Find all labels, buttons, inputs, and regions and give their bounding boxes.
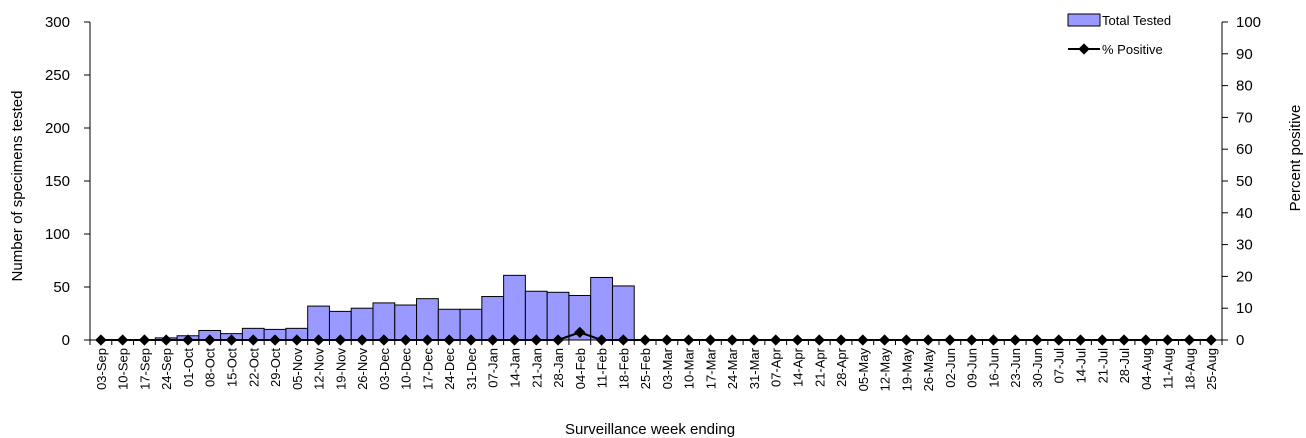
point <box>574 326 586 339</box>
x-tick-label: 07-Apr <box>769 347 784 387</box>
x-tick-label: 21-Jan <box>529 348 544 388</box>
x-tick-label: 04-Aug <box>1139 348 1154 390</box>
x-tick-label: 28-Jul <box>1117 348 1132 384</box>
x-tick-label: 03-Mar <box>660 347 675 389</box>
x-tick-label: 19-May <box>899 348 914 392</box>
bar <box>481 296 505 341</box>
y2-tick-label: 10 <box>1236 300 1253 317</box>
x-tick-label: 17-Mar <box>703 347 718 389</box>
x-tick-label: 05-May <box>856 348 871 392</box>
axis-lines <box>89 22 1223 341</box>
x-tick-label: 01-Oct <box>181 348 196 387</box>
y2-tick-label: 90 <box>1236 46 1253 63</box>
x-axis-title: Surveillance week ending <box>565 421 735 438</box>
x-tick-label: 03-Dec <box>377 348 392 390</box>
x-tick-label: 16-Jun <box>986 348 1001 388</box>
x-tick-label: 08-Oct <box>203 348 218 387</box>
y2-tick-label: 40 <box>1236 205 1253 222</box>
legend-label-percent-positive: % Positive <box>1102 42 1163 57</box>
x-tick-label: 24-Dec <box>442 348 457 390</box>
bar <box>524 290 548 341</box>
y-tick-label: 300 <box>45 14 70 31</box>
x-tick-label: 26-May <box>921 348 936 392</box>
x-tick-label: 10-Dec <box>399 348 414 390</box>
x-tick-label: 14-Apr <box>791 347 806 387</box>
x-tick-label: 30-Jun <box>1030 348 1045 388</box>
x-tick-label: 14-Jul <box>1074 348 1089 384</box>
x-tick-label: 03-Sep <box>94 348 109 390</box>
x-tick-label: 21-Apr <box>812 347 827 387</box>
y2-tick-label: 70 <box>1236 109 1253 126</box>
x-tick-label: 18-Feb <box>616 348 631 389</box>
x-tick-label: 31-Dec <box>464 348 479 390</box>
x-tick-label: 07-Jul <box>1052 348 1067 384</box>
x-tick-label: 10-Mar <box>682 347 697 389</box>
x-tick-label: 23-Jun <box>1008 348 1023 388</box>
bar <box>503 274 526 341</box>
bar <box>611 285 635 341</box>
x-tick-label: 24-Mar <box>725 347 740 389</box>
right-axis: 0 10 20 30 40 50 60 70 80 90 100 <box>1222 14 1261 349</box>
x-tick-label: 17-Sep <box>137 348 152 390</box>
y-tick-label: 250 <box>45 67 70 84</box>
legend-swatch-total-tested <box>1067 13 1101 27</box>
y2-tick-label: 50 <box>1236 173 1253 190</box>
x-tick-label: 25-Aug <box>1204 348 1219 390</box>
y-tick-label: 100 <box>45 226 70 243</box>
x-tick-label: 28-Jan <box>551 348 566 388</box>
x-tick-label: 18-Aug <box>1182 348 1197 390</box>
x-tick-label: 17-Dec <box>420 348 435 390</box>
x-tick-label: 25-Feb <box>638 348 653 389</box>
y-tick-label: 200 <box>45 120 70 137</box>
legend: Total Tested % Positive <box>1067 13 1171 57</box>
x-tick-label: 12-May <box>878 348 893 392</box>
x-tick-label: 05-Nov <box>290 348 305 390</box>
left-axis: 0 50 100 150 200 250 300 <box>45 14 90 349</box>
y-tick-label: 0 <box>62 332 70 349</box>
bar <box>416 298 439 341</box>
x-tick-label: 21-Jul <box>1095 348 1110 384</box>
y2-tick-label: 0 <box>1236 332 1244 349</box>
y2-tick-label: 30 <box>1236 237 1253 254</box>
x-tick-label: 24-Sep <box>159 348 174 390</box>
x-tick-label: 04-Feb <box>573 348 588 389</box>
y2-axis-title: Percent positive <box>1287 105 1304 212</box>
x-tick-label: 19-Nov <box>333 348 348 390</box>
bars-total-tested <box>154 274 635 341</box>
x-axis: 03-Sep 10-Sep 17-Sep 24-Sep 01-Oct 08-Oct 15-O… <box>89 340 1223 392</box>
x-tick-label: 31-Mar <box>747 347 762 389</box>
y2-tick-label: 60 <box>1236 141 1253 158</box>
x-tick-label: 12-Nov <box>312 348 327 390</box>
legend-label-total-tested: Total Tested <box>1102 13 1171 28</box>
x-tick-label: 07-Jan <box>486 348 501 388</box>
x-tick-label: 10-Sep <box>116 348 131 390</box>
legend-marker-percent-positive <box>1078 43 1090 55</box>
y2-tick-label: 80 <box>1236 78 1253 95</box>
y-tick-label: 50 <box>53 279 70 296</box>
x-tick-label: 14-Jan <box>508 348 523 388</box>
x-tick-label: 11-Aug <box>1161 348 1176 389</box>
x-tick-label: 15-Oct <box>225 348 240 387</box>
x-tick-label: 26-Nov <box>355 348 370 390</box>
x-tick-label: 09-Jun <box>965 348 980 388</box>
y-axis-title: Number of specimens tested <box>9 91 26 282</box>
x-tick-label: 29-Oct <box>268 348 283 387</box>
y2-tick-label: 100 <box>1236 14 1261 31</box>
y2-tick-label: 20 <box>1236 268 1253 285</box>
x-tick-label: 02-Jun <box>943 348 958 388</box>
bar <box>546 291 570 341</box>
x-tick-label: 11-Feb <box>595 348 610 388</box>
y-tick-label: 150 <box>45 173 70 190</box>
x-tick-label: 22-Oct <box>246 348 261 387</box>
bar <box>590 276 613 341</box>
x-tick-label: 28-Apr <box>834 347 849 387</box>
